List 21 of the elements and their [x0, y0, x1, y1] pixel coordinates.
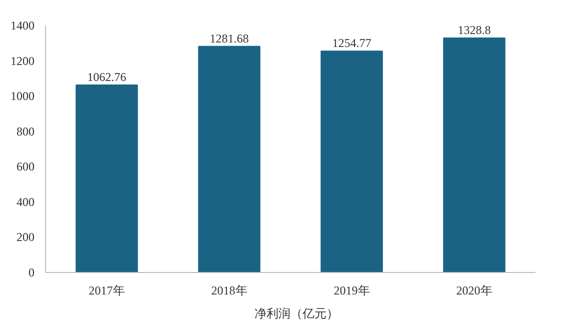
- y-tick-label: 1000: [10, 89, 34, 104]
- text: 净利润（亿元）: [254, 306, 338, 322]
- text: 1328.8: [458, 23, 491, 38]
- bar: [443, 38, 506, 272]
- y-tick-label: 0: [28, 266, 34, 280]
- y-tick-label: 200: [16, 230, 34, 244]
- y-tick-label: 1400: [10, 18, 34, 32]
- x-tick-label: 2020年: [456, 284, 492, 298]
- x-tick-label: 2017年: [88, 284, 125, 298]
- text: 1062.76: [87, 70, 126, 84]
- x-tick-label: 2019年: [334, 284, 370, 298]
- y-tick-label: 400: [16, 194, 34, 209]
- text: 1281.68: [210, 31, 249, 46]
- y-tick-label: 1200: [10, 54, 34, 68]
- text: 1254.77: [332, 36, 372, 50]
- bar: [198, 46, 260, 272]
- y-tick-label: 600: [16, 160, 34, 174]
- x-tick-label: 2018年: [211, 284, 248, 298]
- bar: [320, 50, 383, 272]
- bar: [76, 84, 138, 272]
- y-tick-label: 800: [16, 124, 34, 138]
